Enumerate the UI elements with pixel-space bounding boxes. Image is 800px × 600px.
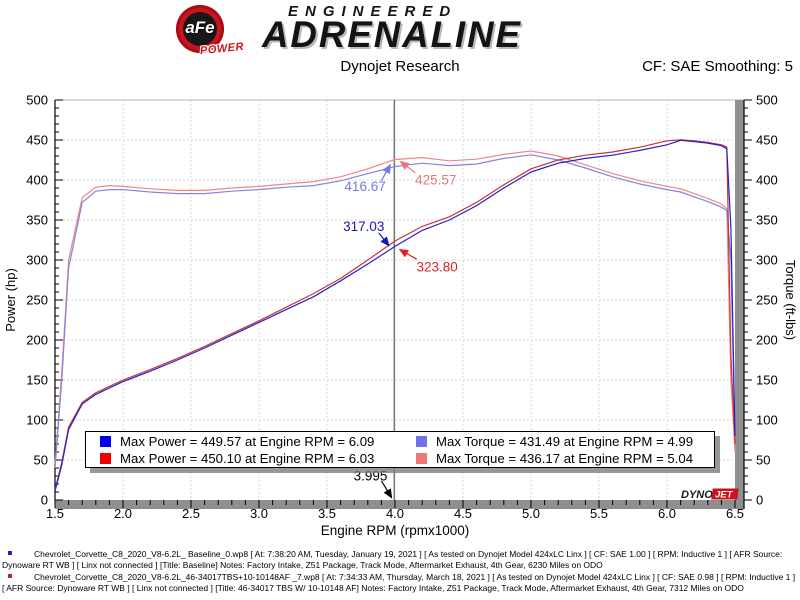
legend-label: Max Torque = 431.49 at Engine RPM = 4.99 — [436, 433, 694, 449]
power-tick-label: 450 — [26, 133, 48, 148]
annotation-arrow — [398, 249, 418, 260]
power-tick-label: 150 — [26, 373, 48, 388]
legend-label: Max Torque = 436.17 at Engine RPM = 5.04 — [436, 450, 694, 466]
annotation-label: 416.67 — [344, 179, 385, 194]
rpm-tick-label: 6.0 — [658, 506, 676, 521]
x-axis-title: Engine RPM (rpmx1000) — [321, 523, 470, 538]
title-row: Dynojet Research CF: SAE Smoothing: 5 — [0, 58, 800, 80]
brand-wordmark: ENGINEERED ADRENALINE — [262, 3, 732, 53]
rpm-tick-label: 4.5 — [454, 506, 472, 521]
legend-item: Max Torque = 431.49 at Engine RPM = 4.99 — [416, 433, 714, 449]
rpm-tick-label: 3.0 — [250, 506, 268, 521]
legend-swatch-icon — [100, 435, 111, 447]
legend-swatch-icon — [100, 452, 111, 464]
dynojet-logo-jet: JET — [715, 490, 734, 501]
annotation-arrow — [399, 160, 416, 174]
baseline-bullet-icon — [8, 551, 12, 555]
power-tick-label: 350 — [26, 213, 48, 228]
y-axis-title-right: Torque (ft-lbs) — [783, 260, 798, 340]
modified-bullet-icon — [8, 574, 12, 578]
rpm-tick-label: 3.5 — [318, 506, 336, 521]
annotation-arrow — [378, 232, 390, 247]
power-tick-label: 400 — [26, 173, 48, 188]
power-tick-label: 50 — [34, 453, 48, 468]
power-tick-label: 200 — [26, 333, 48, 348]
annotation-arrow — [380, 163, 391, 182]
annotations: 416.67 425.57 317.03 323.80 3.995 — [343, 160, 458, 499]
afe-badge-icon: aFe POWER — [176, 5, 245, 57]
power-tick-label: 300 — [26, 253, 48, 268]
annotation-label: 3.995 — [354, 469, 388, 484]
torque-tick-label: 350 — [756, 213, 778, 228]
rpm-tick-label: 4.0 — [386, 506, 404, 521]
legend-label: Max Power = 450.10 at Engine RPM = 6.03 — [120, 450, 375, 466]
rpm-tick-label: 5.5 — [590, 506, 608, 521]
plot-bottom-bar — [55, 500, 744, 509]
run-note-modified-text: Chevrolet_Corvette_C8_2020_V8-6.2L_46-34… — [2, 572, 796, 593]
brand-line-adrenaline: ADRENALINE — [262, 14, 522, 55]
torque-tick-label: 500 — [756, 93, 778, 108]
chart-title: Dynojet Research — [340, 58, 460, 75]
plot-right-bar — [735, 100, 744, 509]
run-note-modified: Chevrolet_Corvette_C8_2020_V8-6.2L_46-34… — [0, 572, 799, 593]
annotation-label: 425.57 — [415, 173, 456, 188]
torque-tick-label: 50 — [756, 453, 770, 468]
annotation-label: 317.03 — [343, 219, 384, 234]
legend-swatch-icon — [416, 435, 427, 447]
rpm-tick-label: 2.0 — [114, 506, 132, 521]
legend-item: Max Torque = 436.17 at Engine RPM = 5.04 — [416, 450, 714, 466]
run-note-baseline-text: Chevrolet_Corvette_C8_2020_V8-6.2L_ Base… — [2, 549, 783, 570]
curve-power-baseline — [54, 139, 736, 492]
legend-item: Max Power = 450.10 at Engine RPM = 6.03 — [100, 450, 416, 466]
legend-item: Max Power = 449.57 at Engine RPM = 6.09 — [100, 433, 416, 449]
annotation-label: 323.80 — [417, 260, 458, 275]
dyno-chart: 0 50 100 150 200 250 300 350 400 450 500 0 50 100 150 2… — [0, 88, 800, 548]
brand-line-engineered: ENGINEERED — [288, 3, 458, 20]
torque-tick-label: 150 — [756, 373, 778, 388]
legend-label: Max Power = 449.57 at Engine RPM = 6.09 — [120, 433, 375, 449]
power-tick-label: 250 — [26, 293, 48, 308]
y-axis-title-left: Power (hp) — [3, 268, 18, 332]
plot-frame — [55, 99, 744, 509]
dynojet-logo-text: DYNO — [681, 489, 713, 501]
legend-swatch-icon — [416, 452, 427, 464]
power-tick-label: 0 — [41, 493, 48, 508]
torque-tick-label: 300 — [756, 253, 778, 268]
rpm-tick-label: 6.5 — [726, 506, 744, 521]
dyno-chart-svg: 0 50 100 150 200 250 300 350 400 450 500 0 50 100 150 2… — [3, 93, 798, 539]
curve-torque-modified — [54, 150, 736, 465]
run-note-baseline: Chevrolet_Corvette_C8_2020_V8-6.2L_ Base… — [0, 549, 799, 570]
dynojet-logo: DYNO JET — [681, 488, 739, 501]
torque-tick-label: 0 — [756, 493, 763, 508]
afe-badge-subtext: POWER — [199, 40, 245, 58]
annotation-arrow — [380, 480, 393, 499]
rpm-tick-label: 2.5 — [182, 506, 200, 521]
smoothing-label: CF: SAE Smoothing: 5 — [642, 58, 793, 75]
rpm-tick-label: 1.5 — [46, 506, 64, 521]
afe-badge-text: aFe — [185, 18, 215, 37]
torque-tick-label: 250 — [756, 293, 778, 308]
torque-tick-label: 400 — [756, 173, 778, 188]
power-tick-label: 100 — [26, 413, 48, 428]
axes: 0 50 100 150 200 250 300 350 400 450 500 0 50 100 150 2… — [26, 93, 777, 522]
rpm-tick-label: 5.0 — [522, 506, 540, 521]
dynojet-logo-box — [711, 488, 739, 500]
max-values-legend: Max Power = 449.57 at Engine RPM = 6.09 M… — [85, 431, 715, 468]
power-tick-label: 500 — [26, 93, 48, 108]
torque-tick-label: 200 — [756, 333, 778, 348]
torque-tick-label: 100 — [756, 413, 778, 428]
torque-tick-label: 450 — [756, 133, 778, 148]
